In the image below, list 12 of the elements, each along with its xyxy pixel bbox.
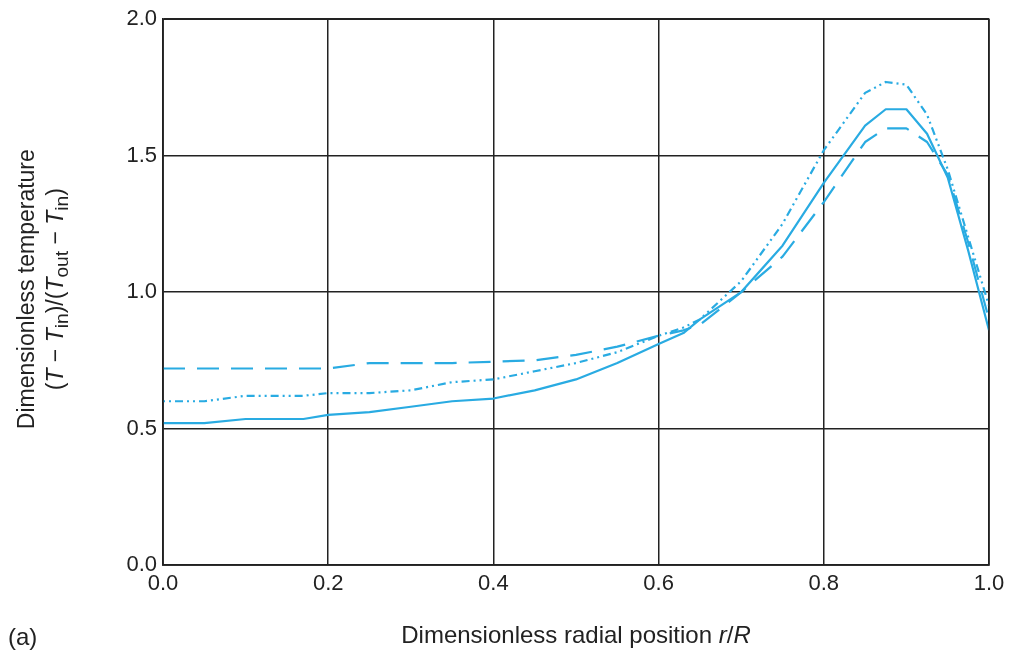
- x-tick-label: 1.0: [973, 570, 1005, 596]
- x-tick-label: 0.2: [312, 570, 344, 596]
- x-tick-label: 0.6: [643, 570, 674, 596]
- y-tick-label: 1.5: [126, 141, 157, 167]
- y-tick-label: 1.0: [126, 278, 157, 304]
- y-tick-label: 2.0: [126, 5, 157, 31]
- x-tick-label: 0.4: [478, 570, 509, 596]
- x-axis-title: Dimensionless radial position r/R: [400, 620, 752, 650]
- x-tick-label: 0.8: [808, 570, 840, 596]
- text: (a): [8, 622, 38, 652]
- y-tick-label: 0.5: [126, 414, 157, 440]
- x-tick-label: 0.0: [147, 570, 179, 596]
